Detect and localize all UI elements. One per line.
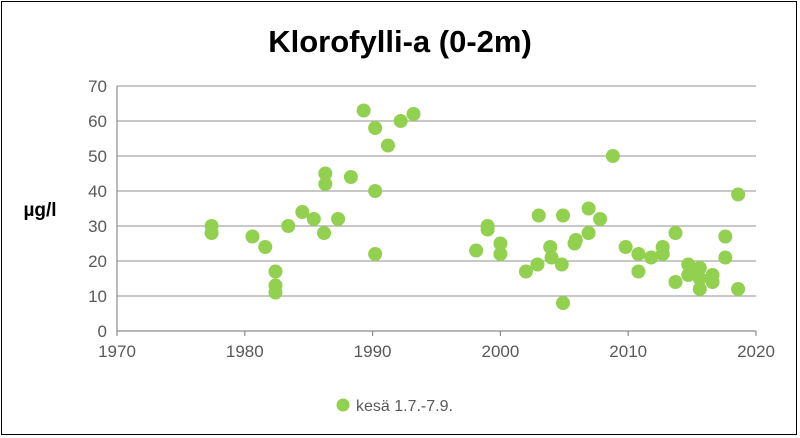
data-point: [356, 103, 371, 118]
data-point: [268, 285, 283, 300]
data-point: [692, 261, 707, 275]
data-point: [393, 114, 408, 128]
data-point: [593, 212, 608, 226]
data-point: [493, 236, 508, 251]
y-tick-label: 50: [88, 147, 107, 166]
gridlines: [117, 85, 756, 297]
data-point: [295, 205, 310, 219]
data-point: [681, 268, 696, 282]
data-point: [406, 107, 421, 121]
data-point: [556, 296, 571, 310]
data-point: [581, 226, 596, 240]
x-tick-label: 1970: [98, 342, 136, 361]
data-point: [605, 149, 620, 163]
data-point: [318, 177, 333, 191]
y-tick-label: 10: [88, 287, 107, 306]
data-point: [554, 257, 569, 272]
data-point: [380, 138, 395, 153]
data-point: [631, 247, 646, 261]
x-tick-label: 2000: [481, 342, 519, 361]
legend: kesä 1.7.-7.9.: [336, 398, 453, 415]
data-point: [681, 257, 696, 272]
data-point: [556, 208, 571, 223]
data-point: [631, 264, 646, 279]
data-point: [531, 208, 546, 223]
y-tick-label: 40: [88, 182, 107, 201]
data-point: [317, 226, 332, 240]
data-point: [530, 257, 545, 272]
data-point: [204, 219, 219, 233]
data-point: [281, 219, 296, 233]
data-point: [368, 121, 383, 135]
y-tick-label: 0: [98, 322, 107, 341]
data-point: [581, 201, 596, 216]
data-point: [518, 264, 533, 279]
y-tick-label: 20: [88, 252, 107, 271]
data-point: [568, 233, 583, 247]
legend-marker: [336, 398, 350, 412]
data-point: [318, 166, 333, 181]
x-tick-label: 1990: [354, 342, 392, 361]
data-point: [718, 250, 733, 265]
data-point: [644, 250, 659, 265]
data-point: [493, 247, 508, 261]
data-point: [245, 229, 260, 244]
data-point: [306, 212, 321, 226]
legend-entry: kesä 1.7.-7.9.: [356, 398, 453, 415]
data-point: [718, 229, 733, 244]
y-tick-label: 70: [88, 77, 107, 96]
data-point: [331, 212, 346, 226]
data-point: [258, 240, 273, 254]
data-point: [692, 282, 707, 296]
data-point: [705, 275, 720, 289]
data-point: [368, 247, 383, 261]
axes: [116, 86, 757, 336]
chart-title: Klorofylli-a (0-2m): [268, 24, 532, 59]
data-point: [343, 170, 358, 184]
y-tick-label: 30: [88, 217, 107, 236]
data-point: [655, 240, 670, 254]
x-tick-label: 2020: [737, 342, 775, 361]
data-point: [618, 240, 633, 254]
data-point: [469, 243, 484, 258]
data-point: [544, 250, 559, 265]
tick-labels: 0 10 20 30 40 50 60 70 1970 1980 1990 2000 2010 2020: [88, 77, 775, 361]
data-point: [543, 240, 558, 254]
data-point: [692, 271, 707, 286]
x-tick-label: 1980: [226, 342, 264, 361]
data-point: [668, 226, 683, 240]
data-points: [204, 103, 746, 310]
y-axis-label: µg/l: [23, 200, 56, 221]
data-point: [731, 187, 746, 202]
data-point: [668, 275, 683, 289]
data-point: [480, 222, 495, 237]
data-point: [268, 264, 283, 279]
data-point: [368, 184, 383, 198]
y-tick-label: 60: [88, 112, 107, 131]
x-tick-label: 2010: [609, 342, 647, 361]
data-point: [731, 282, 746, 296]
